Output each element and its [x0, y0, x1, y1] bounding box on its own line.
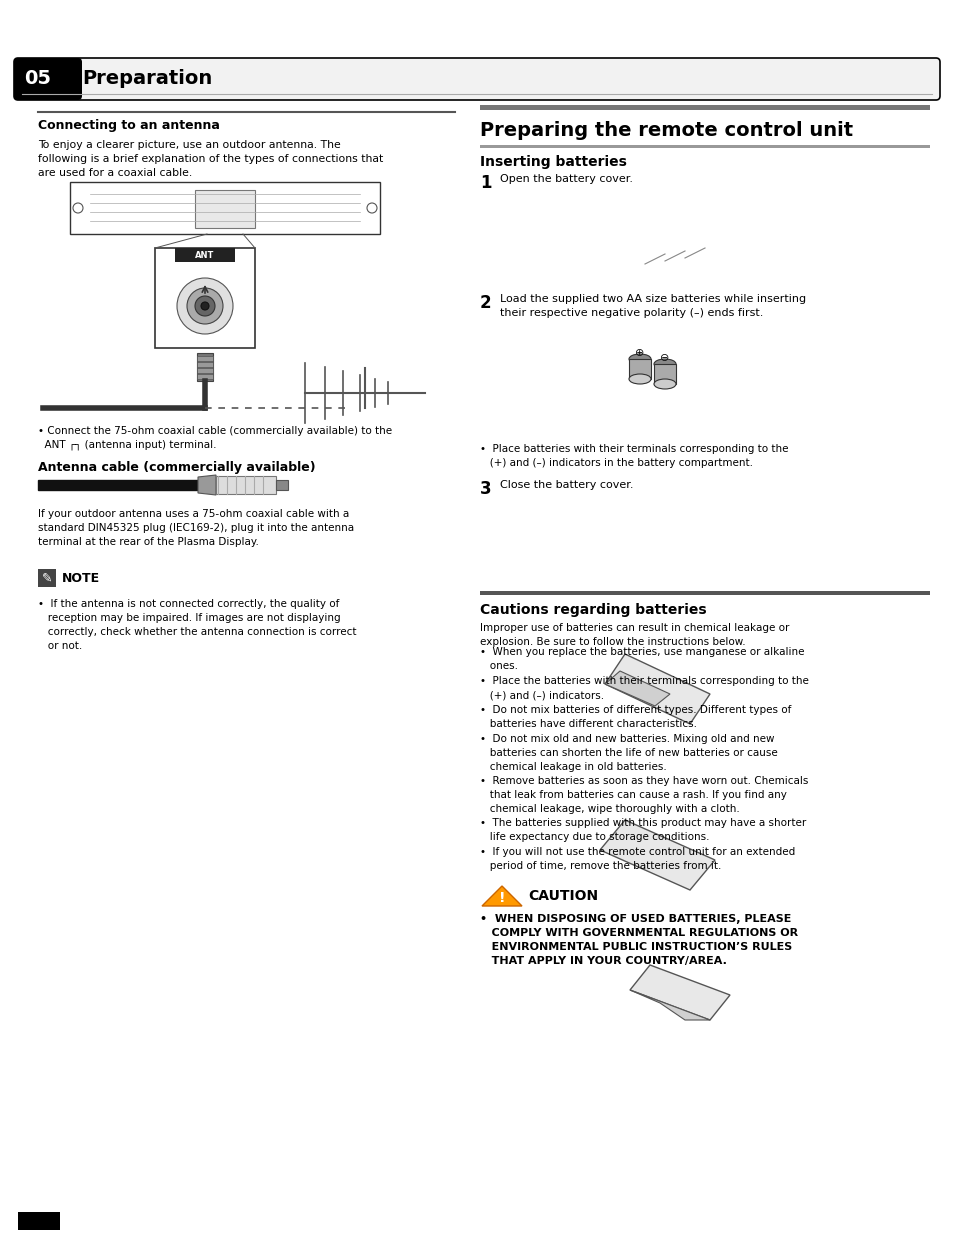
Circle shape [73, 203, 83, 213]
Text: •  Do not mix old and new batteries. Mixing old and new
   batteries can shorten: • Do not mix old and new batteries. Mixi… [479, 734, 777, 773]
Circle shape [187, 289, 223, 323]
Text: To enjoy a clearer picture, use an outdoor antenna. The
following is a brief exp: To enjoy a clearer picture, use an outdo… [38, 141, 383, 178]
Text: •  When you replace the batteries, use manganese or alkaline
   ones.: • When you replace the batteries, use ma… [479, 647, 803, 671]
Text: Preparation: Preparation [82, 70, 212, 88]
Text: ANT: ANT [195, 250, 214, 260]
Text: Improper use of batteries can result in chemical leakage or
explosion. Be sure t: Improper use of batteries can result in … [479, 623, 788, 647]
Bar [479, 591, 929, 595]
Text: Preparing the remote control unit: Preparing the remote control unit [479, 121, 852, 139]
Text: 3: 3 [479, 480, 491, 498]
Bar [174, 248, 234, 262]
Ellipse shape [628, 374, 650, 384]
Text: •  If the antenna is not connected correctly, the quality of
   reception may be: • If the antenna is not connected correc… [38, 600, 356, 651]
Ellipse shape [628, 355, 650, 364]
Bar [628, 360, 650, 379]
Bar [18, 1212, 60, 1230]
Text: •  The batteries supplied with this product may have a shorter
   life expectanc: • The batteries supplied with this produ… [479, 819, 805, 842]
Text: !: ! [498, 891, 505, 904]
Bar [154, 248, 254, 348]
Bar [48, 62, 78, 96]
Text: •  Place batteries with their terminals corresponding to the
   (+) and (–) indi: • Place batteries with their terminals c… [479, 444, 788, 468]
Text: ✎: ✎ [42, 571, 52, 585]
Bar [196, 362, 213, 367]
Text: If your outdoor antenna uses a 75-ohm coaxial cable with a
standard DIN45325 plu: If your outdoor antenna uses a 75-ohm co… [38, 509, 354, 547]
Bar [215, 476, 275, 494]
Text: NOTE: NOTE [62, 571, 100, 585]
Polygon shape [481, 886, 521, 906]
Text: 05: 05 [25, 70, 51, 88]
Text: ANT ┌┐ (antenna input) terminal.: ANT ┌┐ (antenna input) terminal. [38, 439, 216, 449]
Text: Antenna cable (commercially available): Antenna cable (commercially available) [38, 462, 315, 474]
Circle shape [201, 302, 209, 310]
Text: 1: 1 [479, 174, 491, 192]
Text: CAUTION: CAUTION [527, 889, 598, 903]
Ellipse shape [654, 379, 676, 389]
Text: •  Place the batteries with their terminals corresponding to the
   (+) and (–) : • Place the batteries with their termina… [479, 675, 808, 700]
Bar [196, 353, 213, 381]
Circle shape [367, 203, 376, 213]
Bar [196, 356, 213, 361]
Circle shape [194, 296, 214, 316]
Polygon shape [198, 475, 215, 495]
Polygon shape [629, 965, 729, 1020]
Text: •  Do not mix batteries of different types. Different types of
   batteries have: • Do not mix batteries of different type… [479, 705, 791, 729]
Text: 2: 2 [479, 294, 491, 312]
Text: Cautions regarding batteries: Cautions regarding batteries [479, 603, 706, 617]
Bar [479, 146, 929, 148]
Bar [38, 569, 56, 587]
Bar [654, 364, 676, 384]
Text: • Connect the 75-ohm coaxial cable (commercially available) to the: • Connect the 75-ohm coaxial cable (comm… [38, 425, 392, 435]
Bar [479, 104, 929, 109]
Text: ⊕: ⊕ [635, 348, 644, 358]
FancyArrow shape [38, 480, 198, 490]
Text: •  WHEN DISPOSING OF USED BATTERIES, PLEASE
   COMPLY WITH GOVERNMENTAL REGULATI: • WHEN DISPOSING OF USED BATTERIES, PLEA… [479, 914, 798, 967]
Text: Load the supplied two AA size batteries while inserting
their respective negativ: Load the supplied two AA size batteries … [499, 294, 805, 318]
Text: •  If you will not use the remote control unit for an extended
   period of time: • If you will not use the remote control… [479, 847, 795, 871]
Bar [194, 190, 254, 228]
Text: Inserting batteries: Inserting batteries [479, 156, 626, 169]
FancyBboxPatch shape [14, 58, 939, 100]
Polygon shape [629, 990, 709, 1020]
FancyBboxPatch shape [14, 58, 82, 100]
Polygon shape [604, 671, 669, 707]
Text: ⊖: ⊖ [659, 353, 669, 363]
Bar [70, 182, 379, 234]
Polygon shape [604, 654, 709, 724]
Bar [275, 480, 288, 490]
Polygon shape [599, 820, 714, 889]
Text: Close the battery cover.: Close the battery cover. [499, 480, 633, 490]
Bar [196, 368, 213, 373]
Ellipse shape [654, 360, 676, 369]
Text: Connecting to an antenna: Connecting to an antenna [38, 119, 219, 133]
Text: Open the battery cover.: Open the battery cover. [499, 174, 633, 184]
Circle shape [177, 277, 233, 333]
Text: 16: 16 [30, 1233, 48, 1244]
Text: •  Remove batteries as soon as they have worn out. Chemicals
   that leak from b: • Remove batteries as soon as they have … [479, 776, 807, 814]
Bar [196, 374, 213, 379]
